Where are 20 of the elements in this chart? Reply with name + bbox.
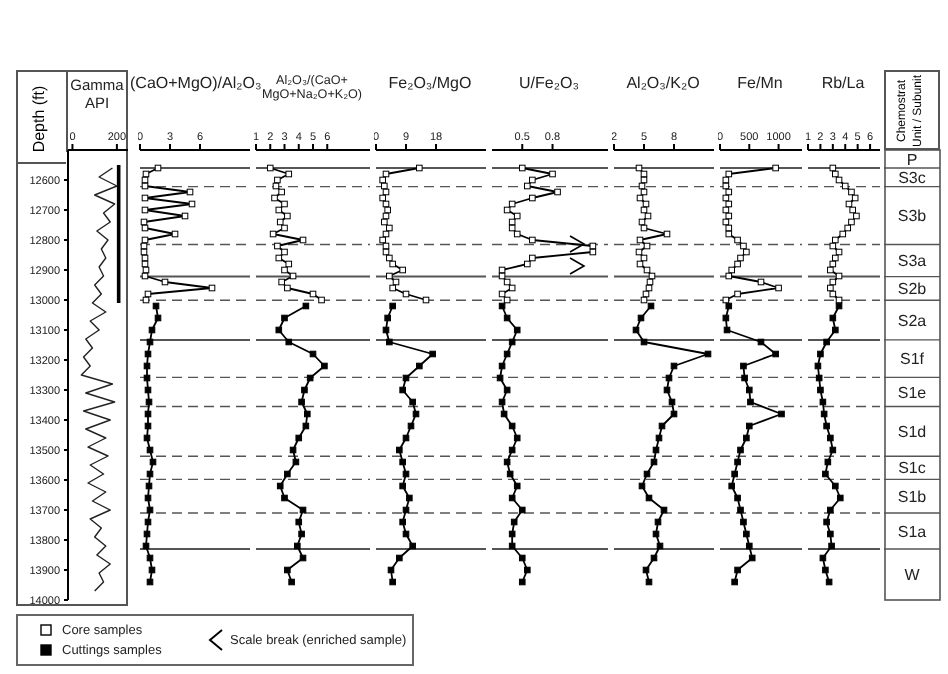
text: P [906,150,918,169]
y-axis-title: Depth (ft) [31,84,49,152]
text: S1a [897,522,928,541]
x-axis-title: Fe/Mn [735,74,785,92]
text: W [904,566,921,585]
x-axis-title: Fe₂O₃/MgO [386,74,474,92]
x-axis-title: Al₂O₃/K₂O [624,74,702,92]
text: S1f [899,350,926,369]
text: S3c [898,168,926,187]
text: S3a [897,252,928,271]
text: S1b [897,487,928,506]
x-axis-title: (CaO+MgO)/Al₂O₃ [130,74,262,92]
text: S2a [897,311,928,330]
x-axis-title: Rb/La [819,74,867,92]
x-axis-title: U/Fe₂O₃ [517,74,581,92]
text: S1d [897,423,927,441]
text: S2b [897,280,928,299]
text: S1e [897,383,928,402]
text: S1c [898,459,926,478]
text: S3b [897,207,928,226]
